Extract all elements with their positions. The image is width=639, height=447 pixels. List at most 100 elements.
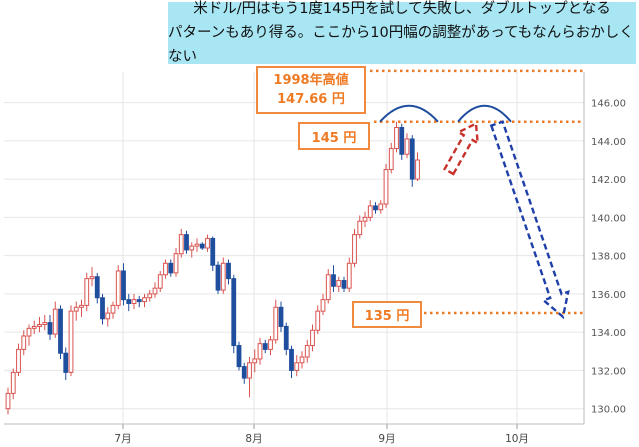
candle-body (42, 322, 48, 326)
candle-body (136, 299, 142, 303)
candle-body (115, 270, 121, 306)
candle-body (394, 126, 399, 150)
candle-body (126, 299, 132, 304)
y-tick-label: 140.00 (591, 213, 626, 224)
candle-body (31, 325, 37, 329)
candle-body (231, 278, 237, 347)
candle-body (199, 243, 205, 249)
candle-body (121, 270, 126, 301)
candle-body (37, 324, 42, 327)
candle-body (79, 304, 84, 308)
candle-body (383, 169, 389, 205)
candle-body (315, 310, 321, 331)
candle-body (294, 362, 300, 371)
candle-body (252, 358, 258, 364)
forecast-down-arrow (489, 120, 570, 320)
candle-body (331, 274, 336, 287)
candle-body (257, 343, 263, 360)
double-top-arc (457, 104, 512, 123)
y-tick-label: 138.00 (591, 252, 626, 263)
headline-line-1: 米ドル/円はもう1度145円を試して失敗し、ダブルトップとなる (193, 1, 611, 17)
candle-body (399, 126, 405, 155)
y-tick-label: 136.00 (591, 290, 626, 301)
candle-body (147, 293, 153, 299)
candle-body (378, 203, 384, 211)
candle-body (100, 297, 105, 320)
candle-body (168, 262, 174, 274)
x-tick-label: 7月 (114, 433, 131, 445)
candle-body (94, 276, 100, 299)
candle-body (16, 348, 21, 373)
candle-body (163, 262, 168, 276)
candle-body (367, 205, 373, 218)
candle-body (194, 243, 200, 247)
candle-body (362, 216, 368, 222)
candle-body (241, 366, 247, 379)
candle-body (304, 345, 310, 358)
candle-body (404, 138, 410, 155)
candle-body (173, 253, 179, 274)
candle-body (388, 148, 394, 171)
y-tick-label: 130.00 (591, 405, 626, 416)
candle-body (52, 308, 58, 335)
high-1998-callout: 1998年高値 147.66 円 (256, 66, 366, 114)
forecast-up-arrow (443, 121, 480, 176)
candle-body (247, 362, 252, 379)
candle-body (289, 348, 294, 371)
candle-body (152, 287, 158, 295)
y-tick-label: 144.00 (591, 137, 626, 148)
y-tick-label: 132.00 (591, 366, 626, 377)
candle-body (63, 352, 69, 373)
candle-body (273, 306, 279, 341)
candle-body (210, 237, 216, 266)
support-135-callout: 135 円 (352, 301, 422, 328)
y-tick-label: 146.00 (591, 99, 626, 110)
candle-body (320, 299, 326, 312)
candle-body (110, 304, 116, 314)
candle-body (409, 138, 415, 180)
x-tick-label: 9月 (378, 433, 395, 445)
candle-body (236, 345, 242, 368)
candle-body (373, 205, 378, 211)
candle-body (310, 329, 315, 347)
candle-body (415, 159, 420, 180)
candle-body (178, 234, 184, 255)
support-135-label: 135 円 (364, 309, 410, 324)
forecast-overlay (379, 104, 570, 320)
candle-body (283, 325, 289, 350)
price-levels (370, 69, 584, 315)
candle-body (220, 262, 226, 291)
x-tick-label: 10月 (505, 433, 529, 445)
grid-lines (4, 72, 584, 424)
candle-body (84, 278, 90, 306)
candle-body (73, 306, 79, 312)
y-tick-label: 142.00 (591, 175, 626, 186)
candle-body (262, 343, 268, 350)
candle-body (268, 339, 273, 350)
candle-body (89, 276, 95, 280)
y-tick-label: 134.00 (591, 328, 626, 339)
candle-body (68, 310, 74, 373)
candle-body (226, 262, 231, 280)
candle-body (184, 234, 189, 251)
candle-body (189, 245, 195, 251)
candles (5, 121, 420, 415)
candle-body (299, 356, 305, 364)
headline-banner: 米ドル/円はもう1度145円を試して失敗し、ダブルトップとなる パターンもあり得… (168, 1, 636, 65)
high-1998-value: 147.66 円 (277, 92, 345, 107)
candle-body (278, 306, 284, 327)
candle-body (5, 392, 11, 410)
candle-body (157, 274, 163, 289)
candle-body (346, 262, 352, 289)
candle-body (357, 220, 363, 236)
candle-body (131, 299, 137, 304)
double-top-arc (379, 104, 439, 123)
candle-body (21, 335, 27, 350)
candle-body (325, 274, 331, 301)
candle-body (10, 371, 16, 394)
headline-line-2: パターンもあり得る。ここから10円幅の調整があってもなんらおかしくない (168, 25, 634, 65)
candle-body (105, 312, 111, 320)
candle-body (142, 297, 147, 303)
candle-body (205, 237, 210, 249)
x-tick-label: 8月 (245, 433, 262, 445)
